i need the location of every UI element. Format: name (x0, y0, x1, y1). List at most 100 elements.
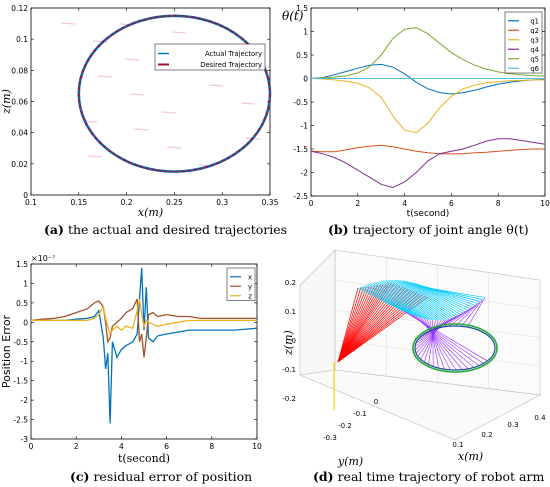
d-ytick-label: -0.3 (323, 434, 337, 442)
link-2-sweep (395, 279, 449, 320)
y-multiplier-c: ×10⁻⁷ (31, 254, 55, 263)
b-legend-label: q4 (530, 46, 539, 54)
b-ytick-label: -2 (301, 169, 309, 178)
b-xtick-label: 4 (402, 199, 407, 208)
link-2-sweep (427, 287, 486, 298)
z-axis-label-d: z(m) (282, 330, 295, 356)
c-legend-label: z (248, 292, 252, 300)
a-ytick-label: 0 (23, 191, 28, 200)
c-xtick-label: 0 (29, 442, 34, 451)
floor-plane (298, 369, 541, 441)
d-xtick-label: 0.3 (507, 421, 518, 429)
c-xtick-label: 4 (119, 442, 124, 451)
b-legend-label: q5 (530, 55, 539, 63)
b-legend-label: q3 (530, 36, 539, 44)
d-ztick-label: -0.2 (282, 395, 296, 403)
a-legend-box (154, 43, 266, 71)
d-xtick-label: 0.2 (481, 431, 492, 439)
link-3-sweep (424, 318, 451, 370)
link-2-sweep (362, 286, 411, 315)
panel-a: 0.1 0.15 0.2 0.25 0.3 0.35 0 0.02 0.04 0.06 0.08 0.… (0, 4, 279, 219)
c-ytick-label: 0 (23, 318, 28, 327)
c-legend-label: y (248, 283, 252, 291)
link-1-sweep (337, 287, 364, 363)
end-effector-path (412, 323, 498, 373)
a-ytick-label: 0.04 (11, 129, 28, 138)
series-q4 (310, 138, 546, 189)
link-1-sweep (337, 287, 406, 363)
link-3-sweep (467, 297, 486, 328)
link-3-sweep (426, 319, 445, 370)
y-axis-label-d: y(m) (337, 455, 363, 468)
link-2-sweep (379, 281, 430, 320)
b-ytick-label: 0 (303, 75, 308, 84)
b-xtick-label: 0 (309, 199, 314, 208)
a-xtick-label: 0.35 (262, 198, 279, 207)
plot-area-c (30, 263, 258, 440)
link-1-sweep (337, 285, 373, 363)
link-2-sweep (398, 279, 452, 319)
link-3-sweep (415, 315, 469, 369)
chart-title-b: θ(t) (282, 9, 304, 23)
link-1-sweep (337, 286, 367, 363)
link-2-sweep (393, 279, 447, 320)
a-legend-label: Desired Trajectory (200, 61, 262, 69)
x-axis-label-a: x(m) (138, 206, 163, 219)
link-2-sweep (391, 279, 445, 321)
smudge-mark (124, 58, 140, 61)
b-legend-label: q2 (530, 27, 539, 35)
legend-c: xyz (226, 267, 256, 301)
c-xtick-label: 10 (252, 442, 262, 451)
c-ytick-label: -3 (21, 435, 29, 444)
c-ytick-label: 1.5 (16, 260, 28, 269)
series-x (31, 267, 258, 424)
link-2-sweep (389, 279, 442, 321)
link-2-sweep (412, 282, 469, 311)
b-ytick-label: -1 (301, 122, 309, 131)
link-1-sweep (337, 284, 398, 363)
link-2-sweep (372, 282, 423, 319)
c-ytick-label: 1 (23, 279, 28, 288)
link-2-sweep (364, 285, 413, 316)
panel-d: -0.2-0.100.10.2-0.3-0.2-0.100.10.20.30.4… (282, 249, 546, 468)
c-xtick-label: 6 (164, 442, 169, 451)
a-xtick-label: 0.25 (166, 198, 183, 207)
link-1-sweep (337, 287, 359, 363)
link-2-sweep (400, 280, 454, 318)
link-1-sweep (337, 283, 392, 363)
link-1-sweep (337, 287, 362, 363)
link-1-sweep (337, 285, 378, 363)
b-ytick-label: -1.5 (293, 145, 308, 154)
smudge-mark (87, 155, 103, 158)
c-legend-box (226, 267, 256, 301)
series-desired-trajectory (77, 14, 271, 173)
a-ytick-label: 0.12 (11, 4, 28, 13)
grid-line (334, 339, 541, 367)
x-axis-label-b: t(second) (407, 209, 450, 219)
caption-a: (a) the actual and desired trajectories (44, 222, 287, 237)
link-2-sweep (417, 284, 474, 308)
link-2-sweep (410, 282, 466, 313)
b-legend-label: q1 (530, 17, 539, 25)
smudge-mark (208, 84, 224, 87)
link-2-sweep (402, 280, 457, 318)
link-2-sweep (368, 284, 418, 317)
b-xtick-label: 10 (540, 199, 550, 208)
caption-d-tag: (d) (313, 469, 334, 484)
link-2-sweep (366, 284, 415, 316)
b-ytick-label: 0.5 (296, 51, 308, 60)
link-1-sweep (337, 294, 423, 363)
plot-area-a (30, 7, 271, 196)
c-ytick-label: -0.5 (13, 338, 28, 347)
d-ztick-label: -0.1 (282, 366, 296, 374)
link-1-sweep (337, 292, 418, 363)
c-ytick-label: -1 (21, 357, 29, 366)
a-legend-label: Actual Trajectory (205, 50, 262, 58)
d-ztick-label: 0.2 (285, 279, 296, 287)
c-ytick-label: -2.5 (13, 416, 28, 425)
link-2-sweep (408, 281, 464, 314)
link-2-sweep (404, 280, 459, 317)
c-legend-label: x (248, 273, 252, 281)
side-wall (299, 249, 336, 376)
